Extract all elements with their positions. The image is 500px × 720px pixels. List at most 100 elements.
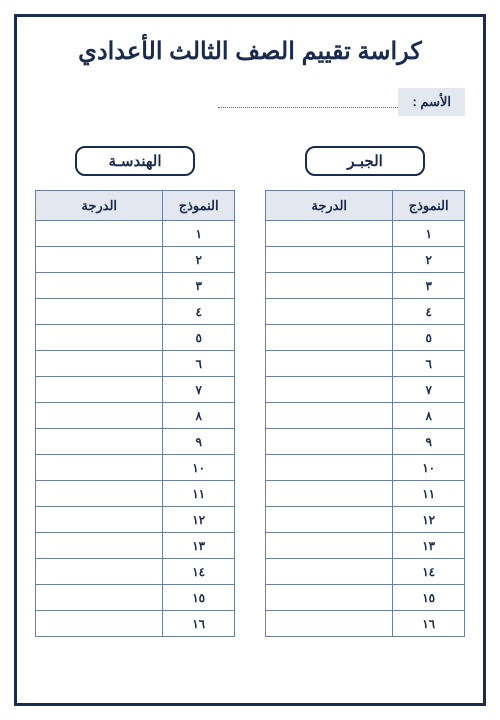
cell-model-number: ١١	[393, 481, 465, 507]
name-row: الأسم :	[35, 88, 465, 116]
table-row: ٤	[36, 299, 235, 325]
cell-grade[interactable]	[36, 585, 163, 611]
cell-grade[interactable]	[36, 611, 163, 637]
cell-grade[interactable]	[266, 325, 393, 351]
cell-grade[interactable]	[266, 559, 393, 585]
cell-grade[interactable]	[266, 507, 393, 533]
cell-grade[interactable]	[266, 351, 393, 377]
cell-model-number: ١٥	[163, 585, 235, 611]
table-row: ١١	[36, 481, 235, 507]
cell-model-number: ٨	[393, 403, 465, 429]
cell-model-number: ٤	[393, 299, 465, 325]
col-header-model: النموذج	[163, 191, 235, 221]
cell-grade[interactable]	[266, 429, 393, 455]
table-row: ١	[266, 221, 465, 247]
name-field-line[interactable]	[218, 96, 398, 108]
table-row: ٥	[36, 325, 235, 351]
cell-grade[interactable]	[36, 559, 163, 585]
table-row: ١٢	[266, 507, 465, 533]
cell-grade[interactable]	[266, 377, 393, 403]
table-row: ١٣	[36, 533, 235, 559]
cell-model-number: ٩	[393, 429, 465, 455]
cell-grade[interactable]	[36, 533, 163, 559]
cell-model-number: ٩	[163, 429, 235, 455]
cell-model-number: ٣	[393, 273, 465, 299]
table-row: ١	[36, 221, 235, 247]
cell-model-number: ٢	[163, 247, 235, 273]
tables-row: الجبـر النموذج الدرجة ١٢٣٤٥٦٧٨٩١٠١١١٢١٣١…	[35, 146, 465, 637]
cell-model-number: ٤	[163, 299, 235, 325]
page-frame: كراسة تقييم الصف الثالث الأعدادي الأسم :…	[14, 14, 486, 706]
table-row: ٦	[266, 351, 465, 377]
cell-grade[interactable]	[36, 429, 163, 455]
table-row: ٥	[266, 325, 465, 351]
name-label: الأسم :	[398, 88, 465, 116]
table-row: ٩	[36, 429, 235, 455]
table-row: ٨	[266, 403, 465, 429]
cell-grade[interactable]	[266, 299, 393, 325]
table-body-algebra: ١٢٣٤٥٦٧٨٩١٠١١١٢١٣١٤١٥١٦	[266, 221, 465, 637]
cell-grade[interactable]	[36, 221, 163, 247]
cell-grade[interactable]	[266, 585, 393, 611]
cell-model-number: ٦	[163, 351, 235, 377]
cell-grade[interactable]	[266, 481, 393, 507]
cell-grade[interactable]	[36, 299, 163, 325]
cell-grade[interactable]	[36, 455, 163, 481]
table-row: ٦	[36, 351, 235, 377]
cell-model-number: ٧	[163, 377, 235, 403]
cell-grade[interactable]	[36, 403, 163, 429]
cell-model-number: ١٣	[163, 533, 235, 559]
cell-grade[interactable]	[36, 481, 163, 507]
cell-grade[interactable]	[266, 455, 393, 481]
table-row: ٧	[266, 377, 465, 403]
cell-grade[interactable]	[36, 247, 163, 273]
section-label-algebra: الجبـر	[305, 146, 425, 176]
cell-model-number: ١٠	[163, 455, 235, 481]
cell-grade[interactable]	[266, 403, 393, 429]
table-geometry: النموذج الدرجة ١٢٣٤٥٦٧٨٩١٠١١١٢١٣١٤١٥١٦	[35, 190, 235, 637]
cell-model-number: ٣	[163, 273, 235, 299]
table-row: ١٣	[266, 533, 465, 559]
table-row: ٩	[266, 429, 465, 455]
section-algebra: الجبـر النموذج الدرجة ١٢٣٤٥٦٧٨٩١٠١١١٢١٣١…	[265, 146, 465, 637]
cell-grade[interactable]	[36, 377, 163, 403]
cell-model-number: ١٠	[393, 455, 465, 481]
cell-model-number: ٥	[393, 325, 465, 351]
col-header-grade: الدرجة	[36, 191, 163, 221]
cell-model-number: ١٢	[393, 507, 465, 533]
cell-model-number: ١	[163, 221, 235, 247]
col-header-model: النموذج	[393, 191, 465, 221]
table-row: ١٦	[36, 611, 235, 637]
page: كراسة تقييم الصف الثالث الأعدادي الأسم :…	[0, 0, 500, 720]
cell-grade[interactable]	[36, 507, 163, 533]
cell-model-number: ٢	[393, 247, 465, 273]
table-row: ٨	[36, 403, 235, 429]
cell-model-number: ١٥	[393, 585, 465, 611]
col-header-grade: الدرجة	[266, 191, 393, 221]
table-row: ١٢	[36, 507, 235, 533]
table-row: ٣	[36, 273, 235, 299]
section-label-geometry: الهندسـة	[75, 146, 195, 176]
table-row: ١٠	[36, 455, 235, 481]
cell-model-number: ٨	[163, 403, 235, 429]
table-row: ٢	[266, 247, 465, 273]
cell-grade[interactable]	[36, 351, 163, 377]
cell-model-number: ١٤	[393, 559, 465, 585]
cell-model-number: ١٢	[163, 507, 235, 533]
cell-model-number: ١٦	[163, 611, 235, 637]
cell-model-number: ٧	[393, 377, 465, 403]
cell-grade[interactable]	[36, 325, 163, 351]
cell-grade[interactable]	[36, 273, 163, 299]
cell-grade[interactable]	[266, 273, 393, 299]
table-row: ١٥	[36, 585, 235, 611]
cell-grade[interactable]	[266, 247, 393, 273]
cell-grade[interactable]	[266, 533, 393, 559]
cell-model-number: ١	[393, 221, 465, 247]
cell-grade[interactable]	[266, 611, 393, 637]
page-title: كراسة تقييم الصف الثالث الأعدادي	[35, 37, 465, 66]
table-row: ١١	[266, 481, 465, 507]
cell-grade[interactable]	[266, 221, 393, 247]
table-row: ١٠	[266, 455, 465, 481]
table-row: ١٥	[266, 585, 465, 611]
cell-model-number: ١١	[163, 481, 235, 507]
